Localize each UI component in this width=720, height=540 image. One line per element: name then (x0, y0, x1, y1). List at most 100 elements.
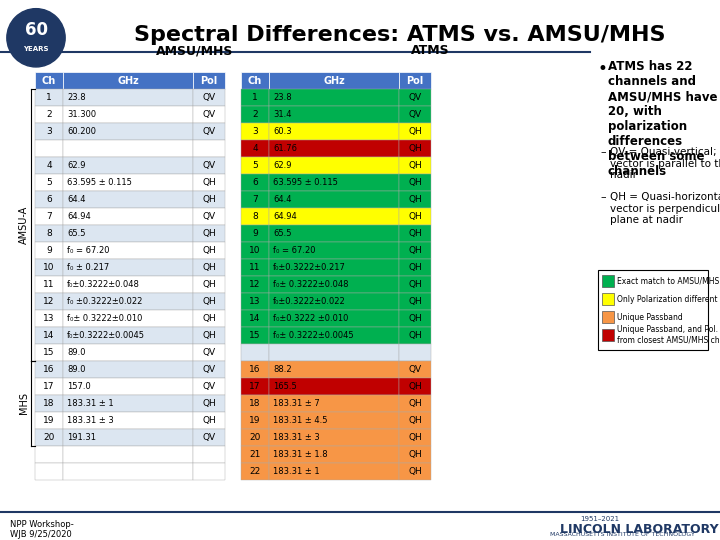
Text: LINCOLN LABORATORY: LINCOLN LABORATORY (560, 523, 719, 536)
Bar (193, 446, 225, 463)
Bar (399, 361, 431, 378)
Bar (35, 123, 63, 140)
Text: 18: 18 (43, 399, 55, 408)
Bar (193, 293, 225, 310)
Text: 20: 20 (249, 433, 261, 442)
Bar (63, 446, 193, 463)
Text: QV: QV (202, 348, 215, 357)
Bar (35, 242, 63, 259)
Text: 3: 3 (252, 127, 258, 136)
Text: QH: QH (408, 144, 422, 153)
Text: AMSU/MHS: AMSU/MHS (156, 44, 234, 57)
Bar (269, 310, 399, 327)
Text: f₀ = 67.20: f₀ = 67.20 (67, 246, 109, 255)
Text: QH: QH (408, 263, 422, 272)
Circle shape (7, 9, 66, 67)
Text: f₀± 0.3222±0.048: f₀± 0.3222±0.048 (273, 280, 348, 289)
Bar (35, 89, 63, 106)
Text: QH: QH (202, 229, 216, 238)
Text: QH: QH (408, 280, 422, 289)
Text: 17: 17 (249, 382, 261, 391)
Bar (63, 344, 193, 361)
Text: QH: QH (202, 314, 216, 323)
Bar (63, 157, 193, 174)
Bar (63, 191, 193, 208)
Bar (269, 344, 399, 361)
Text: 4: 4 (46, 161, 52, 170)
Text: 1: 1 (46, 93, 52, 102)
Bar (63, 225, 193, 242)
Text: f₀±0.3222±0.0045: f₀±0.3222±0.0045 (67, 331, 145, 340)
Text: QH: QH (202, 246, 216, 255)
Text: QH: QH (408, 382, 422, 391)
Text: QH: QH (408, 416, 422, 425)
Bar (602, 293, 614, 305)
Bar (35, 412, 63, 429)
Bar (193, 174, 225, 191)
Text: Unique Passband, and Pol. different
from closest AMSU/MHS channels: Unique Passband, and Pol. different from… (617, 325, 720, 345)
Text: QH: QH (408, 399, 422, 408)
Text: QH = Quasi-horizontal; polarization
vector is perpendicular to the scan
plane at: QH = Quasi-horizontal; polarization vect… (610, 192, 720, 225)
Bar (269, 89, 399, 106)
Bar (269, 276, 399, 293)
Bar (193, 123, 225, 140)
Text: 21: 21 (249, 450, 261, 459)
Text: 89.0: 89.0 (67, 365, 86, 374)
Text: 5: 5 (252, 161, 258, 170)
Text: f₀ ± 0.217: f₀ ± 0.217 (67, 263, 109, 272)
Text: 165.5: 165.5 (273, 382, 297, 391)
Text: f₀ ±0.3222±0.022: f₀ ±0.3222±0.022 (67, 297, 143, 306)
Text: 64.4: 64.4 (273, 195, 292, 204)
Bar (35, 259, 63, 276)
Bar (241, 310, 269, 327)
Bar (193, 140, 225, 157)
Text: 8: 8 (252, 212, 258, 221)
Text: 191.31: 191.31 (67, 433, 96, 442)
Bar (193, 106, 225, 123)
Bar (269, 208, 399, 225)
Bar (269, 72, 399, 89)
Bar (35, 429, 63, 446)
Bar (241, 344, 269, 361)
Bar (602, 311, 614, 323)
Text: 17: 17 (43, 382, 55, 391)
Text: 13: 13 (43, 314, 55, 323)
Bar (399, 225, 431, 242)
Text: –: – (600, 192, 606, 202)
Bar (399, 412, 431, 429)
Text: QH: QH (202, 399, 216, 408)
Text: QH: QH (408, 127, 422, 136)
Text: 65.5: 65.5 (67, 229, 86, 238)
Text: 183.31 ± 4.5: 183.31 ± 4.5 (273, 416, 328, 425)
Text: 16: 16 (43, 365, 55, 374)
Text: QH: QH (408, 450, 422, 459)
Bar (241, 327, 269, 344)
Bar (269, 225, 399, 242)
Text: 19: 19 (43, 416, 55, 425)
Text: 63.595 ± 0.115: 63.595 ± 0.115 (67, 178, 132, 187)
Text: QH: QH (408, 178, 422, 187)
Bar (269, 327, 399, 344)
Text: 64.94: 64.94 (67, 212, 91, 221)
Text: 8: 8 (46, 229, 52, 238)
Bar (193, 72, 225, 89)
Bar (63, 72, 193, 89)
Text: QV: QV (408, 365, 422, 374)
Bar (241, 412, 269, 429)
Text: 64.94: 64.94 (273, 212, 297, 221)
Text: 6: 6 (252, 178, 258, 187)
Bar (269, 293, 399, 310)
Text: QH: QH (408, 161, 422, 170)
Bar (399, 242, 431, 259)
Bar (193, 361, 225, 378)
Bar (193, 310, 225, 327)
Bar (399, 395, 431, 412)
Text: 4: 4 (252, 144, 258, 153)
Bar (35, 140, 63, 157)
Bar (63, 242, 193, 259)
Text: 2: 2 (46, 110, 52, 119)
Text: Ch: Ch (42, 76, 56, 85)
Bar (241, 242, 269, 259)
Bar (193, 344, 225, 361)
Bar (63, 412, 193, 429)
